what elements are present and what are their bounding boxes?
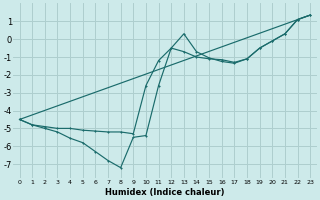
X-axis label: Humidex (Indice chaleur): Humidex (Indice chaleur): [105, 188, 225, 197]
